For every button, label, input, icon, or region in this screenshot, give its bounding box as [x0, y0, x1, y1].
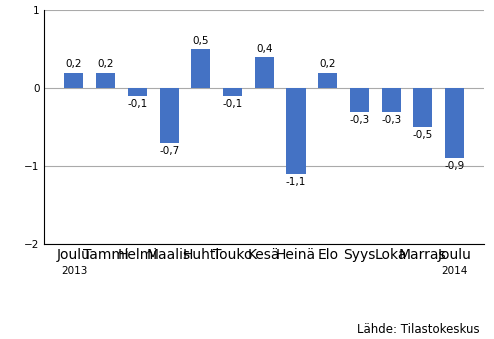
Bar — [128, 88, 147, 96]
Bar — [96, 73, 115, 88]
Bar — [223, 88, 242, 96]
Text: -1,1: -1,1 — [286, 177, 306, 187]
Bar — [382, 88, 401, 112]
Text: -0,1: -0,1 — [127, 99, 148, 109]
Text: 0,5: 0,5 — [193, 36, 209, 46]
Bar — [191, 49, 210, 88]
Bar — [255, 57, 274, 88]
Text: 2014: 2014 — [442, 266, 468, 276]
Text: 0,2: 0,2 — [97, 59, 114, 69]
Bar — [64, 73, 83, 88]
Bar — [318, 73, 337, 88]
Text: 0,2: 0,2 — [66, 59, 82, 69]
Text: -0,3: -0,3 — [349, 115, 370, 125]
Bar — [445, 88, 464, 158]
Text: -0,3: -0,3 — [381, 115, 401, 125]
Text: Lähde: Tilastokeskus: Lähde: Tilastokeskus — [357, 323, 479, 336]
Text: 2013: 2013 — [61, 266, 87, 276]
Text: 0,2: 0,2 — [320, 59, 336, 69]
Text: -0,5: -0,5 — [413, 130, 433, 140]
Bar — [287, 88, 305, 174]
Text: -0,7: -0,7 — [159, 146, 179, 156]
Bar — [350, 88, 369, 112]
Text: -0,9: -0,9 — [445, 161, 465, 172]
Text: -0,1: -0,1 — [222, 99, 243, 109]
Bar — [413, 88, 432, 127]
Bar — [160, 88, 179, 143]
Text: 0,4: 0,4 — [256, 44, 273, 54]
